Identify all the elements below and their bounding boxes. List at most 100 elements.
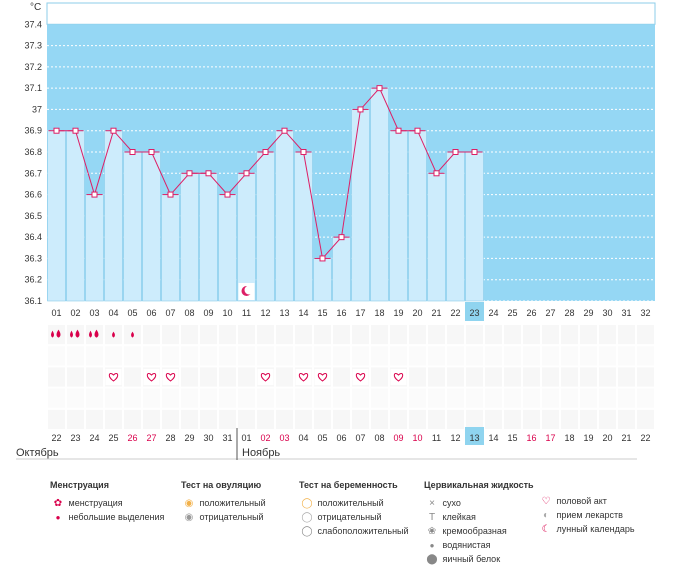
heart-cell-bg (105, 369, 122, 385)
symptom-cell (332, 345, 351, 367)
temperature-point (186, 170, 193, 177)
date-label: 16 (526, 433, 536, 443)
symptom-cell (446, 387, 465, 409)
symptom-cell (484, 387, 503, 409)
symptom-cell (313, 345, 332, 367)
symptom-cell (199, 345, 218, 367)
symptom-cell (218, 366, 237, 388)
symptom-cell (503, 366, 522, 388)
symptom-cell (275, 387, 294, 409)
legend-title: Тест на овуляцию (181, 480, 262, 490)
heart-icon (108, 373, 119, 382)
temperature-point (53, 127, 60, 134)
legend-item: сухо (442, 498, 461, 508)
symptom-cell (256, 387, 275, 409)
symptom-cell (579, 387, 598, 409)
y-tick-label: 36.1 (24, 296, 42, 306)
date-label: 07 (355, 433, 365, 443)
temperature-bar (85, 194, 104, 302)
symptom-cell (579, 366, 598, 388)
temperature-bar (199, 172, 218, 302)
symptom-cell (370, 408, 389, 430)
symptom-cell (465, 324, 484, 346)
symptom-cell (47, 408, 66, 430)
symptom-cell (522, 345, 541, 367)
date-label: 06 (336, 433, 346, 443)
y-axis: °C 37.4 37.3 37.2 37.1 37 36.9 36.8 36.7 36.6 36.5… (24, 2, 42, 306)
legend-cervical: Цервикальная жидкость × сухо T клейкая ❀… (424, 480, 534, 566)
month-label-november: Ноябрь (242, 447, 281, 459)
date-label: 27 (146, 433, 156, 443)
symptom-cell (199, 408, 218, 430)
symptom-cell (522, 324, 541, 346)
symptom-cell (446, 408, 465, 430)
heart-cell-bg (162, 369, 179, 385)
symptom-cell (389, 408, 408, 430)
symptom-cell (522, 408, 541, 430)
symptom-cell (294, 324, 313, 346)
menstruation-drop-icon (75, 329, 80, 338)
temperature-bar (427, 172, 446, 302)
cycle-day-label: 26 (526, 308, 536, 318)
symptom-rows (47, 324, 655, 430)
symptom-cell (47, 387, 66, 409)
legend-title: Тест на беременность (299, 480, 398, 490)
symptom-cell (427, 408, 446, 430)
menstruation-drop-icon (89, 330, 92, 338)
date-label: 25 (108, 433, 118, 443)
cycle-day-label: 05 (127, 308, 137, 318)
dry-icon: × (429, 498, 435, 509)
date-label: 15 (507, 433, 517, 443)
symptom-cell (256, 324, 275, 346)
cycle-day-label: 14 (298, 308, 308, 318)
symptom-cell (598, 324, 617, 346)
temperature-bar (237, 172, 256, 302)
light-spotting-drop-icon (131, 331, 134, 338)
symptom-cell (294, 408, 313, 430)
cycle-day-label: 10 (222, 308, 232, 318)
legend-menstruation: Менструация ✿ менструация ● небольшие вы… (50, 480, 164, 524)
y-tick-label: 36.7 (24, 168, 42, 178)
symptom-cell (370, 324, 389, 346)
temperature-point (300, 149, 307, 155)
temperature-point (452, 149, 459, 155)
cycle-day-label: 07 (165, 308, 175, 318)
heart-cell-bg (143, 369, 160, 385)
symptom-cell (617, 387, 636, 409)
symptom-cell (351, 387, 370, 409)
watery-icon: ● (429, 541, 435, 550)
symptom-cell (66, 387, 85, 409)
temperature-bar (218, 194, 237, 302)
symptom-cell (142, 387, 161, 409)
heart-icon (260, 373, 271, 382)
temperature-point (224, 191, 231, 198)
symptom-cell (104, 345, 123, 367)
symptom-cell (484, 408, 503, 430)
symptom-cell (351, 408, 370, 430)
symptom-cell (180, 408, 199, 430)
symptom-cell (142, 324, 161, 346)
symptom-cell (199, 324, 218, 346)
light-spotting-drop-icon (112, 331, 115, 338)
symptom-cell (522, 387, 541, 409)
symptom-cell (256, 408, 275, 430)
sticky-icon: T (428, 512, 436, 523)
symptom-cell (313, 324, 332, 346)
temperature-bar (313, 258, 332, 302)
date-label: 17 (545, 433, 555, 443)
menstruation-drop-icon (94, 329, 99, 338)
y-tick-label: 36.9 (24, 126, 42, 136)
date-label: 01 (241, 433, 251, 443)
symptom-cell (180, 324, 199, 346)
symptom-cell (332, 324, 351, 346)
pregnancy-weak-icon: ◯ (301, 526, 313, 537)
heart-cell-bg (314, 369, 331, 385)
symptom-cell (218, 408, 237, 430)
temperature-bar (294, 151, 313, 302)
symptom-cell (218, 324, 237, 346)
y-axis-unit-label: °C (30, 2, 41, 13)
date-axis: 22 23 24 25 26 27 28 29 30 31 01 02 03 04 05 06 07 08 09 10… (16, 427, 651, 460)
temperature-bar (104, 130, 123, 302)
symptom-cell (636, 324, 655, 346)
symptom-cell (66, 366, 85, 388)
